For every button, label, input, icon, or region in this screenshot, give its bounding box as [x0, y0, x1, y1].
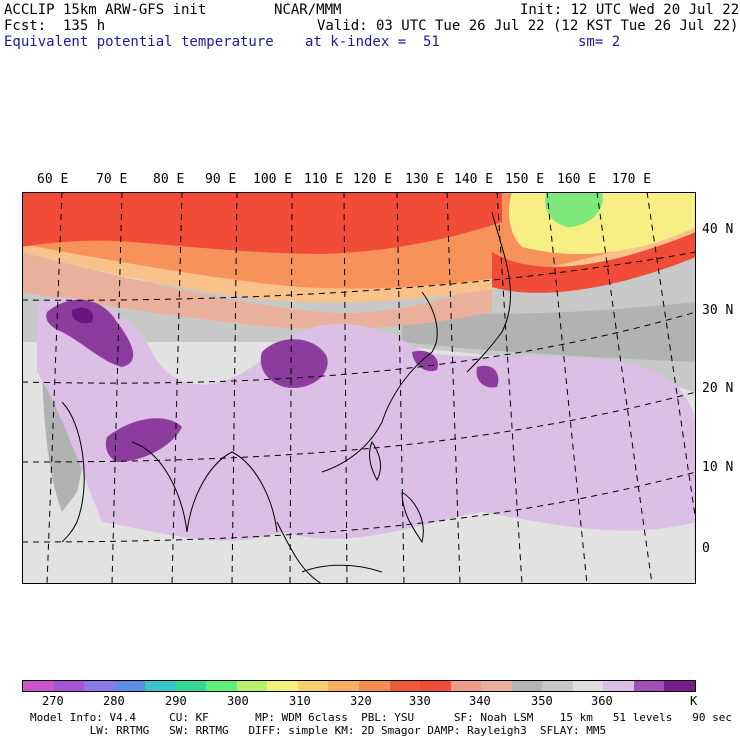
purple-blob-northwest	[46, 299, 134, 367]
colorbar-label-310: 310	[289, 694, 311, 708]
colorbar	[22, 680, 696, 692]
colorbar-segment-2	[84, 681, 115, 691]
colorbar-label-330: 330	[409, 694, 431, 708]
lon-label-110e: 110 E	[304, 172, 344, 187]
field-name: Equivalent potential temperature	[4, 34, 274, 50]
init-time: Init: 12 UTC Wed 20 Jul 22	[520, 2, 740, 18]
colorbar-label-350: 350	[531, 694, 553, 708]
colorbar-segment-21	[664, 681, 696, 691]
colorbar-segment-18	[572, 681, 604, 691]
lon-label-160e: 160 E	[557, 172, 597, 187]
colorbar-segment-6	[206, 681, 237, 691]
dark-purple-core	[71, 307, 94, 324]
forecast-hour: Fcst: 135 h	[4, 18, 106, 34]
coastlines	[61, 211, 512, 584]
lon-label-140e: 140 E	[454, 172, 494, 187]
colorbar-label-280: 280	[103, 694, 125, 708]
colorbar-segment-11	[359, 681, 390, 691]
lat-label-0: 0	[702, 541, 710, 556]
lon-label-100e: 100 E	[253, 172, 293, 187]
graticule	[22, 192, 696, 584]
purple-blob-central	[260, 339, 328, 388]
lon-label-70e: 70 E	[96, 172, 128, 187]
colorbar-segment-19	[603, 681, 634, 691]
colorbar-label-340: 340	[469, 694, 491, 708]
dark-gray-band	[402, 302, 696, 362]
colorbar-segment-0	[23, 681, 54, 691]
lon-label-120e: 120 E	[353, 172, 393, 187]
colorbar-segment-13	[420, 681, 451, 691]
center-name: NCAR/MMM	[274, 2, 342, 18]
colorbar-segment-4	[145, 681, 176, 691]
equivalent-potential-temperature-map	[22, 192, 696, 584]
smoothing-label: sm= 2	[578, 34, 621, 50]
valid-time: Valid: 03 UTC Tue 26 Jul 22 (12 KST Tue …	[317, 18, 739, 34]
colorbar-label-300: 300	[227, 694, 249, 708]
model-info-line2: LW: RRTMG SW: RRTMG DIFF: simple KM: 2D …	[30, 724, 607, 737]
lon-label-170e: 170 E	[612, 172, 652, 187]
purple-blob-east	[412, 350, 438, 372]
lon-label-90e: 90 E	[205, 172, 237, 187]
colorbar-segment-15	[481, 681, 512, 691]
colorbar-segment-5	[175, 681, 207, 691]
colorbar-segment-14	[450, 681, 482, 691]
salmon-band	[22, 252, 492, 329]
lat-label-10n: 10 N	[702, 460, 734, 475]
colorbar-label-290: 290	[165, 694, 187, 708]
purple-blob-india	[105, 418, 182, 462]
lat-label-30n: 30 N	[702, 303, 734, 318]
model-info-line1: Model Info: V4.4 CU: KF MP: WDM 6class P…	[30, 711, 732, 724]
colorbar-segment-7	[236, 681, 268, 691]
lon-label-60e: 60 E	[37, 172, 69, 187]
purple-blob-pacific	[476, 365, 499, 388]
map-frame	[22, 192, 696, 584]
k-index-label: at k-index = 51	[305, 34, 440, 50]
colorbar-segment-10	[328, 681, 360, 691]
lavender-field	[37, 297, 696, 541]
colorbar-unit: K	[690, 694, 698, 708]
red-field-west	[22, 192, 502, 254]
colorbar-segment-20	[633, 681, 665, 691]
model-title: ACCLIP 15km ARW-GFS init	[4, 2, 207, 18]
lat-label-40n: 40 N	[702, 222, 734, 237]
colorbar-segment-17	[542, 681, 573, 691]
colorbar-segment-3	[114, 681, 146, 691]
colorbar-label-320: 320	[350, 694, 372, 708]
lon-label-150e: 150 E	[505, 172, 545, 187]
colorbar-label-270: 270	[42, 694, 64, 708]
green-field	[545, 192, 603, 227]
colorbar-segment-9	[297, 681, 329, 691]
colorbar-segment-8	[267, 681, 298, 691]
colorbar-segment-16	[511, 681, 543, 691]
colorbar-label-360: 360	[591, 694, 613, 708]
red-field-east	[492, 232, 696, 293]
lon-label-80e: 80 E	[153, 172, 185, 187]
lat-label-20n: 20 N	[702, 381, 734, 396]
colorbar-segment-12	[389, 681, 421, 691]
colorbar-segment-1	[53, 681, 85, 691]
lon-label-130e: 130 E	[405, 172, 445, 187]
